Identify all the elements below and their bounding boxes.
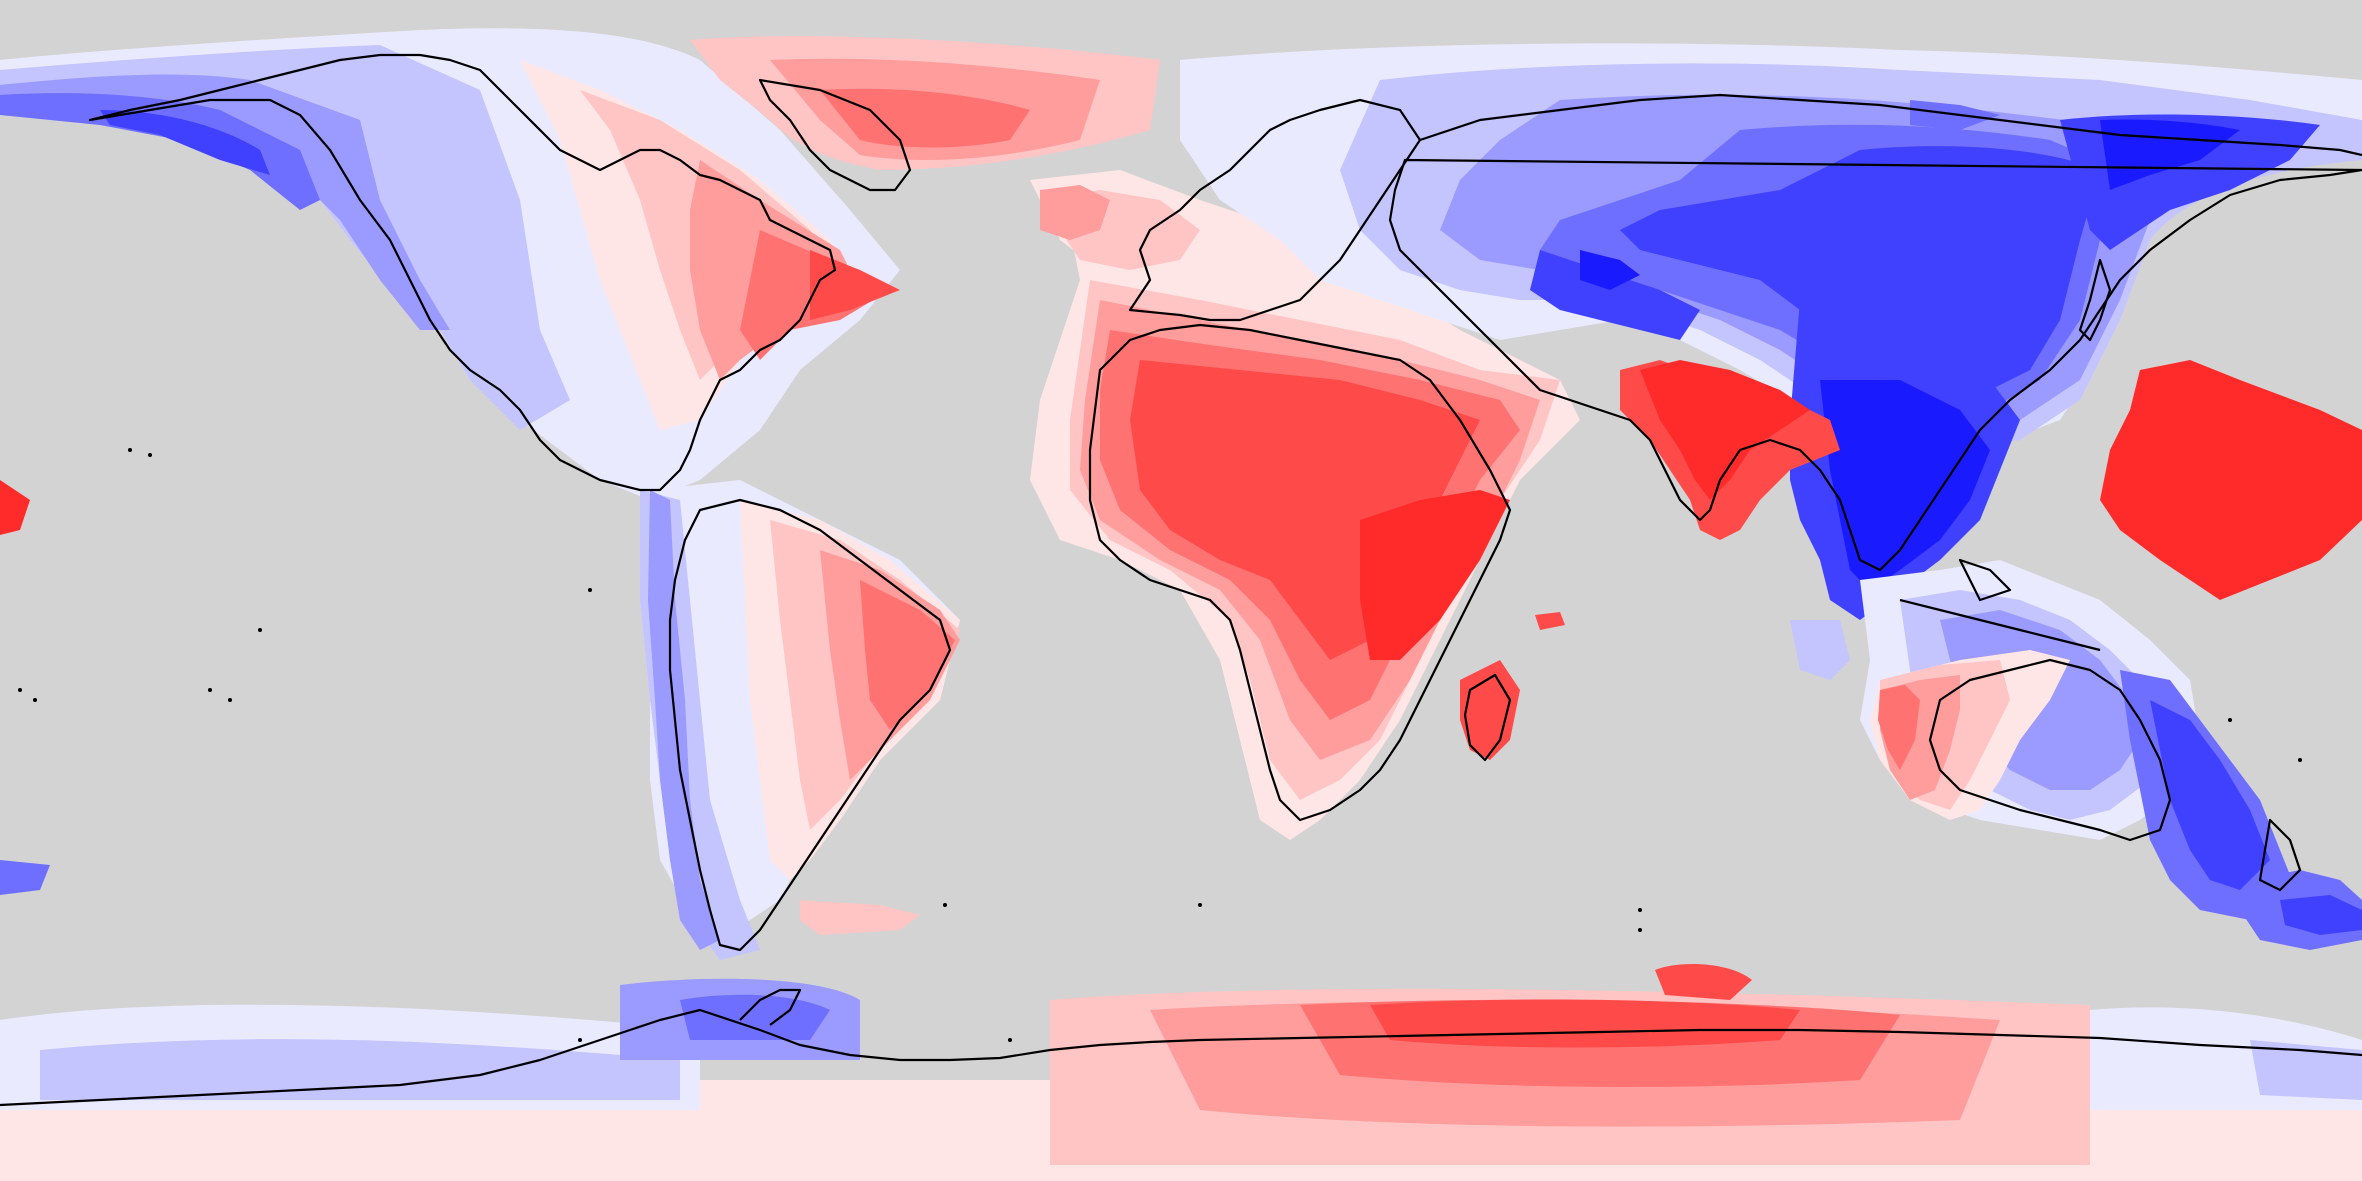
coastlines xyxy=(0,53,2362,1107)
oceania-field xyxy=(1790,560,2362,950)
coastline-europe xyxy=(1128,98,1422,322)
coastline-madagascar xyxy=(1463,673,1512,762)
south-america-field xyxy=(640,480,960,960)
coastline-south-america xyxy=(668,498,952,952)
coastline-antarctica xyxy=(0,1008,2362,1107)
eurasia-field xyxy=(1180,43,2362,620)
island-dots xyxy=(18,448,2302,1042)
coastline-antarctic-peninsula xyxy=(739,988,802,1026)
coastline-new-zealand xyxy=(2258,818,2302,892)
coastline-africa xyxy=(1088,323,1512,822)
coastline-asia xyxy=(1388,93,2362,572)
antarctica-field xyxy=(0,964,2362,1181)
coastline-japan xyxy=(2078,258,2112,342)
coastline-north-america xyxy=(88,53,837,492)
north-america-field xyxy=(0,28,1160,895)
coastline-greenland xyxy=(758,78,912,192)
pacific-red-patch xyxy=(2100,360,2362,600)
africa-field xyxy=(1030,170,1580,840)
coastline-indonesia xyxy=(1899,558,2101,652)
coastline-australia xyxy=(1928,658,2172,842)
india-field xyxy=(1620,360,1840,540)
